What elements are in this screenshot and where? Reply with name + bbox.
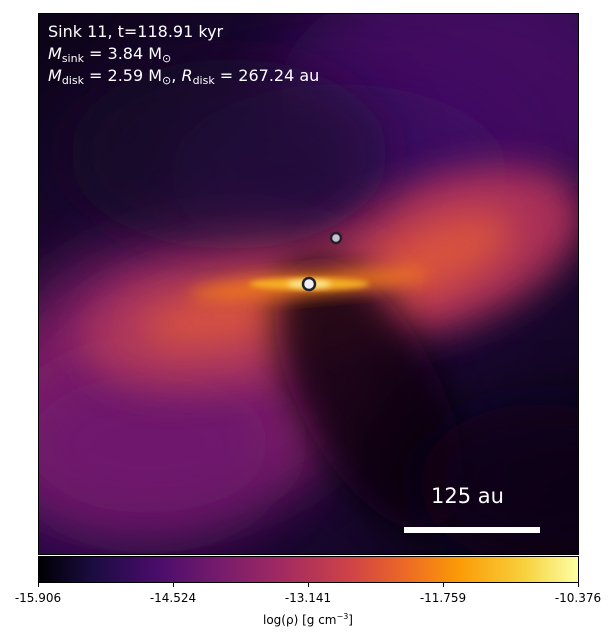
colorbar-tick-label: -15.906 <box>14 591 62 605</box>
scalebar-label: 125 au <box>431 484 504 508</box>
colorbar-label: log(ρ) [g cm−3] <box>263 612 353 628</box>
colorbar-tick-label: -11.759 <box>419 591 467 605</box>
density-map-image <box>39 14 578 554</box>
colorbar-tick <box>173 583 174 587</box>
colorbar-tick <box>578 583 579 587</box>
scalebar <box>404 527 540 533</box>
colorbar-tick <box>308 583 309 587</box>
colorbar-tick-label: -13.141 <box>284 591 332 605</box>
sink-time-text: Sink 11, t=118.91 kyr <box>48 22 224 41</box>
primary-sink-marker <box>301 276 317 292</box>
secondary-sink-marker <box>329 231 343 245</box>
disk-properties-text: Mdisk = 2.59 M⊙, Rdisk = 267.24 au <box>48 66 320 87</box>
colorbar-tick <box>38 583 39 587</box>
colorbar-tick-label: -14.524 <box>149 591 197 605</box>
sink-mass-text: Msink = 3.84 M⊙ <box>48 44 172 65</box>
colorbar <box>38 556 579 583</box>
colorbar-tick-label: -10.376 <box>554 591 602 605</box>
colorbar-tick <box>443 583 444 587</box>
density-map-panel: Sink 11, t=118.91 kyr Msink = 3.84 M⊙ Md… <box>38 13 579 555</box>
